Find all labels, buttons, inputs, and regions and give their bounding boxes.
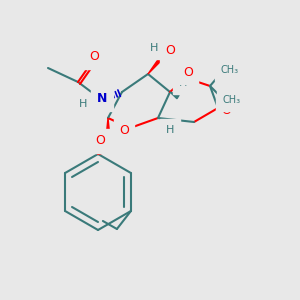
Text: O: O (119, 124, 129, 137)
Text: O: O (89, 50, 99, 64)
Polygon shape (106, 118, 110, 138)
Text: H: H (79, 99, 87, 109)
Text: O: O (165, 44, 175, 58)
Text: O: O (221, 103, 231, 116)
Text: H: H (166, 125, 174, 135)
Text: O: O (95, 134, 105, 148)
Polygon shape (170, 92, 179, 99)
Text: H: H (179, 78, 187, 88)
Text: H: H (150, 43, 158, 53)
Text: O: O (183, 65, 193, 79)
Text: N: N (97, 92, 107, 106)
Text: CH₃: CH₃ (223, 95, 241, 105)
Polygon shape (148, 55, 164, 74)
Text: CH₃: CH₃ (221, 65, 239, 75)
